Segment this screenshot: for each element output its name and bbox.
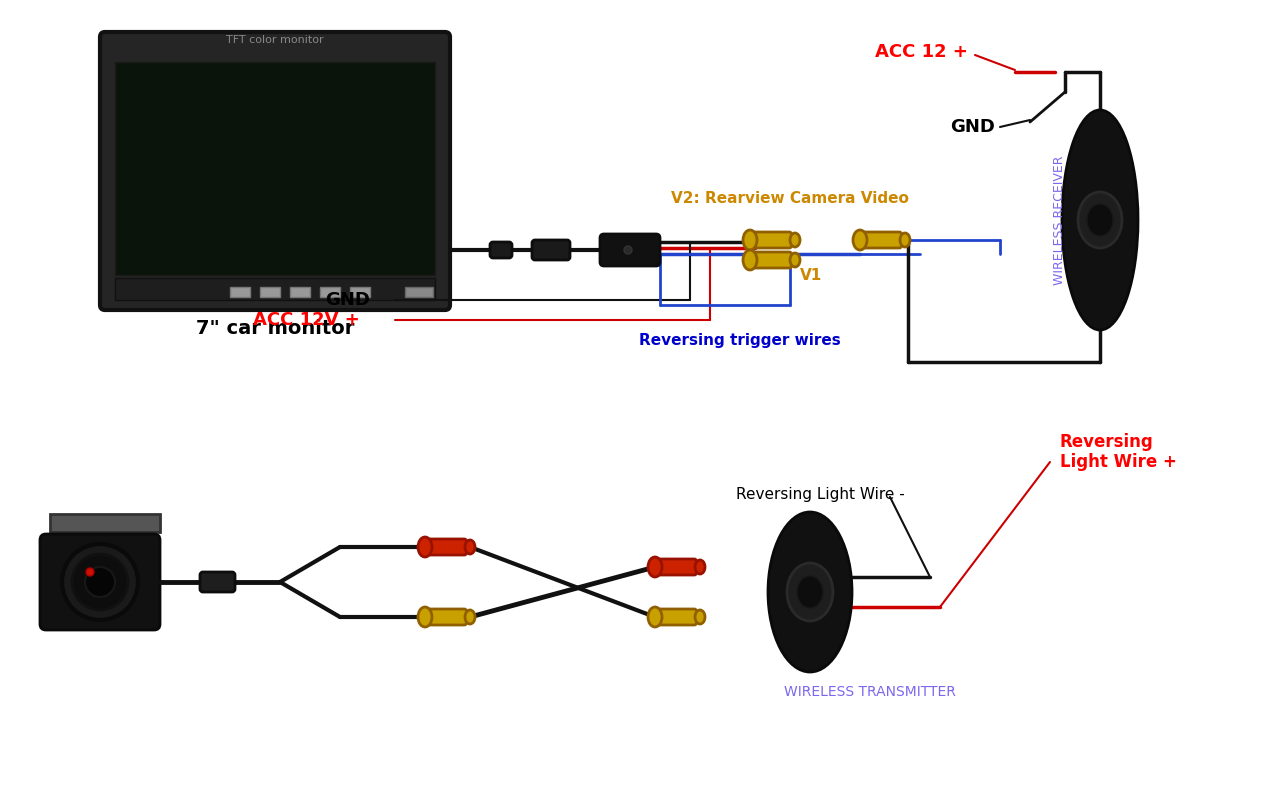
Ellipse shape xyxy=(648,607,662,627)
Text: V1: V1 xyxy=(800,268,822,283)
Text: ACC 12 +: ACC 12 + xyxy=(876,43,968,61)
Text: Reversing trigger wires: Reversing trigger wires xyxy=(639,333,841,348)
Bar xyxy=(115,62,435,275)
Text: V2: Rearview Camera Video: V2: Rearview Camera Video xyxy=(671,191,909,205)
Text: ACC 12V +: ACC 12V + xyxy=(253,311,360,329)
Text: GND: GND xyxy=(950,118,995,136)
FancyBboxPatch shape xyxy=(750,232,792,248)
FancyBboxPatch shape xyxy=(655,559,698,575)
Ellipse shape xyxy=(900,233,910,247)
Ellipse shape xyxy=(768,512,852,672)
Bar xyxy=(115,278,435,300)
FancyBboxPatch shape xyxy=(425,609,467,625)
FancyBboxPatch shape xyxy=(655,609,698,625)
Text: TFT color monitor: TFT color monitor xyxy=(227,35,324,45)
Ellipse shape xyxy=(742,230,756,250)
Bar xyxy=(260,287,280,297)
Ellipse shape xyxy=(61,544,138,620)
FancyBboxPatch shape xyxy=(860,232,902,248)
FancyBboxPatch shape xyxy=(750,252,792,268)
FancyBboxPatch shape xyxy=(490,242,512,258)
FancyBboxPatch shape xyxy=(425,539,467,555)
FancyBboxPatch shape xyxy=(100,32,451,310)
Ellipse shape xyxy=(86,568,93,576)
Ellipse shape xyxy=(695,560,705,574)
Bar xyxy=(349,287,370,297)
Ellipse shape xyxy=(1078,192,1123,248)
Ellipse shape xyxy=(1062,110,1138,330)
Bar xyxy=(320,287,340,297)
Text: Reversing Light Wire -: Reversing Light Wire - xyxy=(736,486,905,501)
Bar xyxy=(230,287,250,297)
Ellipse shape xyxy=(465,540,475,554)
FancyBboxPatch shape xyxy=(532,240,570,260)
Bar xyxy=(291,287,310,297)
Ellipse shape xyxy=(623,246,632,254)
Ellipse shape xyxy=(419,607,433,627)
Bar xyxy=(50,514,160,532)
Ellipse shape xyxy=(852,230,867,250)
Text: WIRELESS RECEIVER: WIRELESS RECEIVER xyxy=(1053,155,1066,285)
Text: GND: GND xyxy=(325,291,370,309)
Ellipse shape xyxy=(419,537,433,557)
Ellipse shape xyxy=(84,567,115,597)
Bar xyxy=(404,287,433,297)
Ellipse shape xyxy=(797,576,823,608)
Ellipse shape xyxy=(465,610,475,624)
Ellipse shape xyxy=(790,233,800,247)
Ellipse shape xyxy=(790,253,800,267)
FancyBboxPatch shape xyxy=(40,534,160,630)
Ellipse shape xyxy=(742,250,756,270)
Ellipse shape xyxy=(648,557,662,577)
Text: WIRELESS TRANSMITTER: WIRELESS TRANSMITTER xyxy=(785,685,956,699)
Ellipse shape xyxy=(787,563,833,621)
FancyBboxPatch shape xyxy=(200,572,236,592)
Ellipse shape xyxy=(695,610,705,624)
FancyBboxPatch shape xyxy=(600,234,660,266)
Text: Reversing
Light Wire +: Reversing Light Wire + xyxy=(1060,432,1176,471)
Ellipse shape xyxy=(72,554,128,610)
Ellipse shape xyxy=(1087,204,1114,236)
Text: 7" car monitor: 7" car monitor xyxy=(196,318,355,337)
